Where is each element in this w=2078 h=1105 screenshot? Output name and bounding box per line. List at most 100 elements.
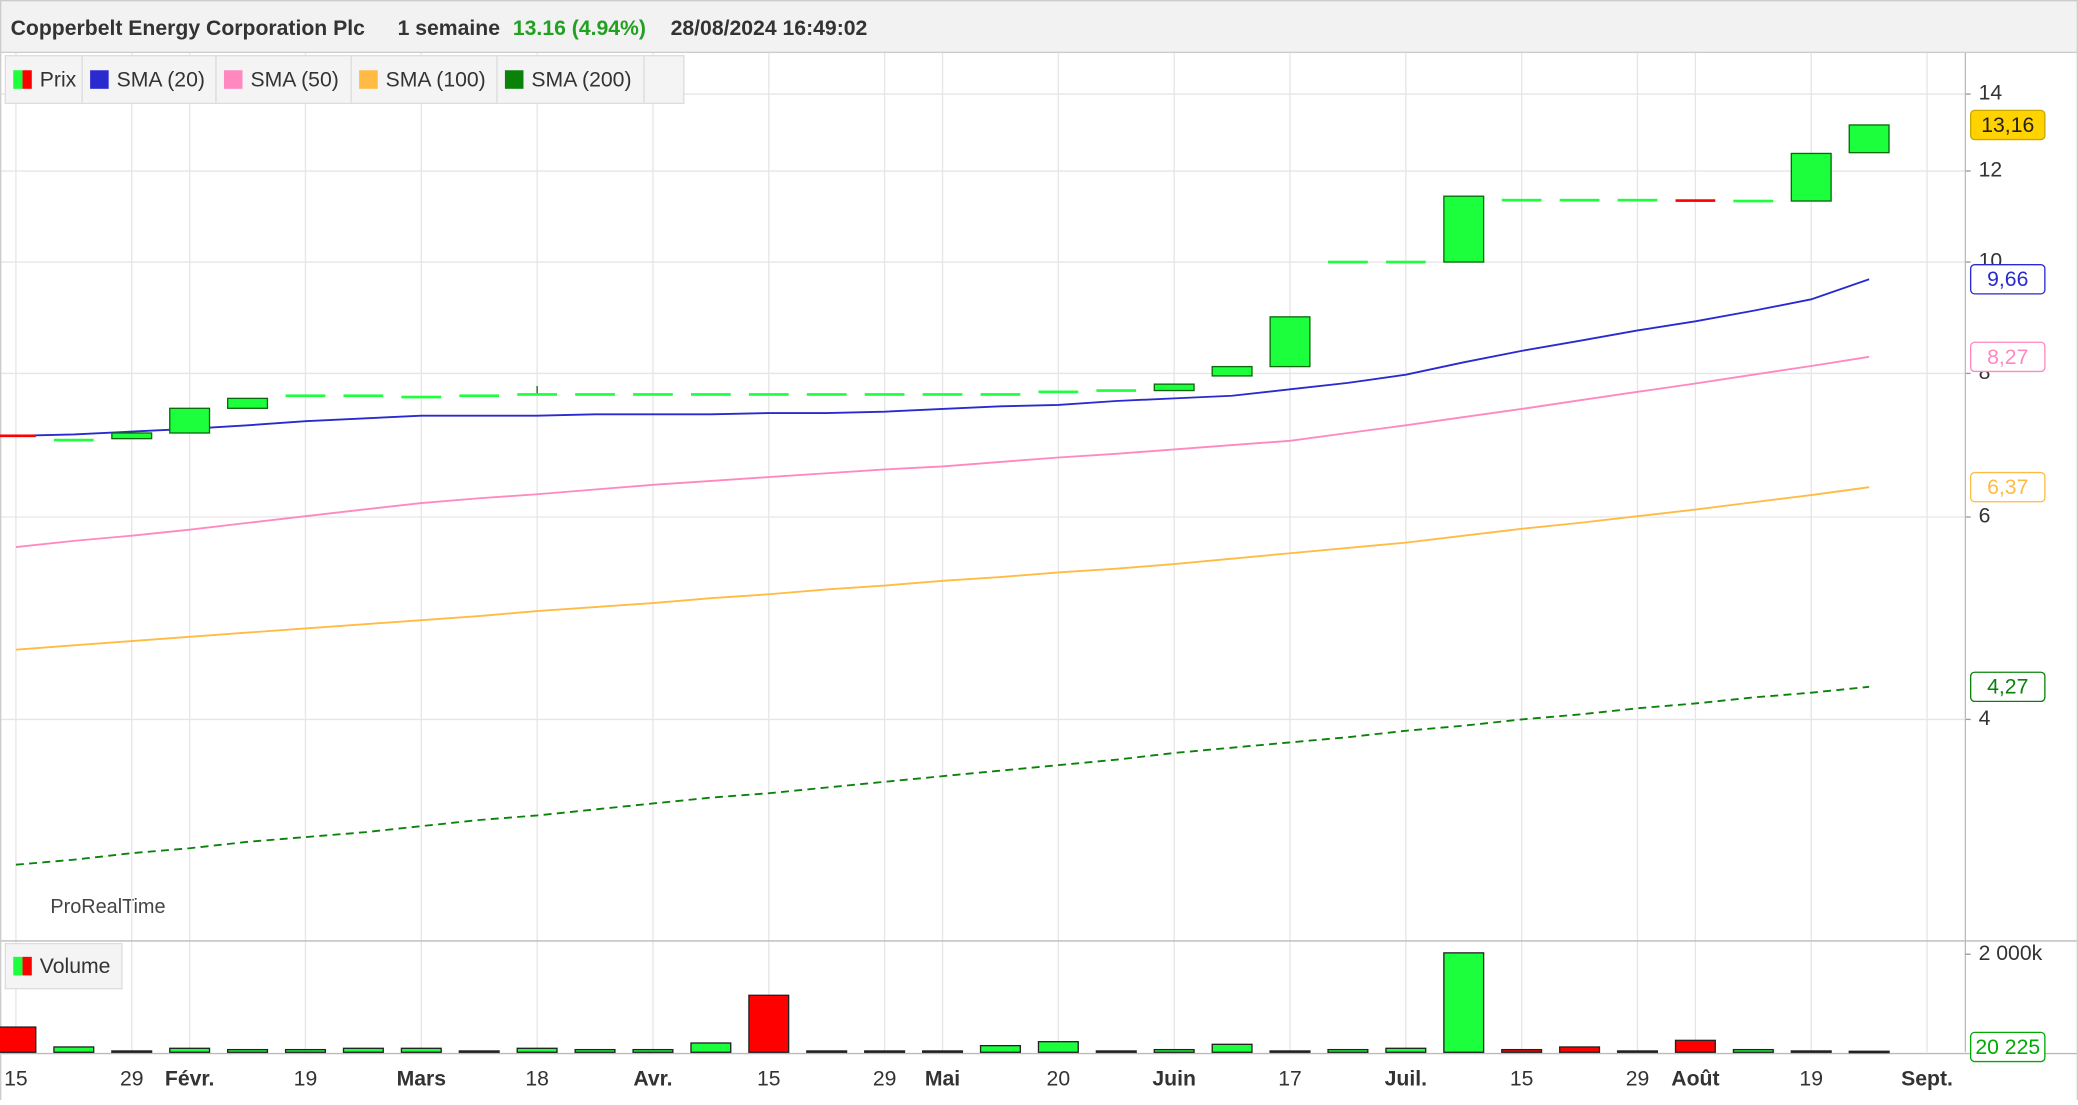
y-tick-label: 4	[1979, 707, 1991, 730]
sma-line	[15, 278, 1870, 437]
candle-body	[748, 393, 789, 396]
last-value-box	[1969, 264, 2046, 295]
volume-bar	[111, 1050, 153, 1053]
sma-line	[15, 486, 1870, 651]
x-tick-label: Juil.	[1385, 1068, 1427, 1091]
candle-body	[401, 395, 442, 399]
volume-bar	[1732, 1048, 1774, 1053]
volume-bar	[1095, 1050, 1137, 1053]
candle-body	[806, 393, 847, 396]
candle-body	[1443, 195, 1485, 263]
legend-label: SMA (50)	[250, 68, 338, 91]
y-tick-label: 12	[1979, 159, 2003, 182]
volume-bar	[748, 994, 790, 1053]
legend-swatch	[504, 70, 524, 89]
candle-body	[1733, 199, 1774, 203]
volume-bar	[400, 1047, 442, 1053]
candle-body	[1211, 365, 1253, 377]
x-tick-label: 15	[4, 1068, 28, 1091]
y-tick-label: 6	[1979, 505, 1991, 528]
timestamp: 28/08/2024 16:49:02	[671, 17, 868, 40]
candle-body	[459, 394, 500, 398]
x-tick-label: 15	[1510, 1068, 1534, 1091]
candle-body	[53, 438, 94, 442]
volume-bar	[0, 1026, 37, 1053]
legend-label: SMA (20)	[117, 68, 205, 91]
x-tick-label: Juin	[1152, 1068, 1196, 1091]
period[interactable]: 1 semaine	[398, 17, 501, 40]
last-value-label: 8,27	[1987, 346, 2028, 369]
x-tick-label: 15	[757, 1068, 781, 1091]
candle-body	[1559, 198, 1600, 202]
x-tick-label: 19	[294, 1068, 318, 1091]
candle-body	[111, 432, 153, 440]
volume-bar	[864, 1050, 906, 1053]
candle-body	[575, 393, 615, 396]
sma-line	[15, 685, 1870, 866]
volume-bar	[1327, 1048, 1369, 1053]
candle-body	[1328, 260, 1368, 264]
candle-body	[1848, 124, 1890, 154]
x-tick-label: 29	[120, 1068, 144, 1091]
volume-bar	[806, 1050, 848, 1053]
candle-body	[517, 393, 558, 396]
x-tick-label: 18	[525, 1068, 549, 1091]
volume-bar	[1559, 1046, 1601, 1053]
last-value-label: 6,37	[1987, 476, 2028, 499]
volume-bar	[1153, 1048, 1195, 1053]
candle-body	[1038, 390, 1079, 394]
legend-swatch	[22, 70, 32, 89]
volume-bar	[516, 1047, 558, 1053]
candle-body	[1675, 199, 1716, 202]
x-tick-label: 29	[1626, 1068, 1650, 1091]
candle-body	[285, 394, 326, 398]
x-tick-label: 20	[1047, 1068, 1071, 1091]
price-change: 13.16 (4.94%)	[513, 17, 646, 40]
candle-body	[690, 393, 731, 396]
x-tick-label: 17	[1278, 1068, 1302, 1091]
last-value-box	[1969, 341, 2046, 373]
candle-body	[1153, 383, 1195, 392]
volume-bar	[169, 1047, 211, 1053]
candle-body	[1096, 389, 1137, 392]
candle-body	[922, 393, 963, 396]
candle-body	[0, 434, 36, 438]
legend-label: Prix	[40, 68, 77, 91]
volume-bar	[458, 1050, 500, 1053]
candle-body	[1617, 198, 1658, 202]
last-value-label: 20 225	[1975, 1036, 2040, 1059]
header-bar	[0, 0, 2078, 54]
candle-body	[1269, 316, 1311, 368]
volume-bar	[1674, 1039, 1716, 1053]
x-tick-label: 19	[1799, 1068, 1823, 1091]
volume-bar	[53, 1046, 95, 1053]
volume-bar	[979, 1044, 1021, 1053]
last-value-label: 4,27	[1987, 676, 2028, 699]
last-value-box	[1969, 671, 2046, 703]
candle-body	[1501, 198, 1542, 202]
legend-swatch	[22, 956, 32, 976]
x-tick-label: 29	[873, 1068, 897, 1091]
legend-filler	[643, 55, 685, 105]
x-tick-label: Mai	[925, 1068, 960, 1091]
legend-swatch	[90, 70, 109, 89]
y-tick-label: 14	[1979, 82, 2003, 105]
legend-swatch	[13, 956, 23, 976]
volume-bar	[1443, 952, 1485, 1053]
legend-swatch	[13, 70, 23, 89]
volume-bar	[1385, 1047, 1427, 1053]
legend-item[interactable]	[4, 942, 123, 990]
x-tick-label: Avr.	[633, 1068, 672, 1091]
volume-bar	[1037, 1041, 1079, 1053]
last-value-box	[1969, 109, 2046, 141]
volume-bar	[1269, 1050, 1311, 1053]
volume-bar	[227, 1048, 269, 1053]
candle-body	[1385, 260, 1426, 264]
y-tick-label: 8	[1979, 361, 1991, 384]
legend-swatch	[223, 70, 243, 89]
candle-body	[169, 407, 211, 434]
y-tick-label: 2 000k	[1979, 942, 2043, 965]
x-tick-label: Août	[1671, 1068, 1719, 1091]
last-value-box	[1969, 471, 2046, 503]
